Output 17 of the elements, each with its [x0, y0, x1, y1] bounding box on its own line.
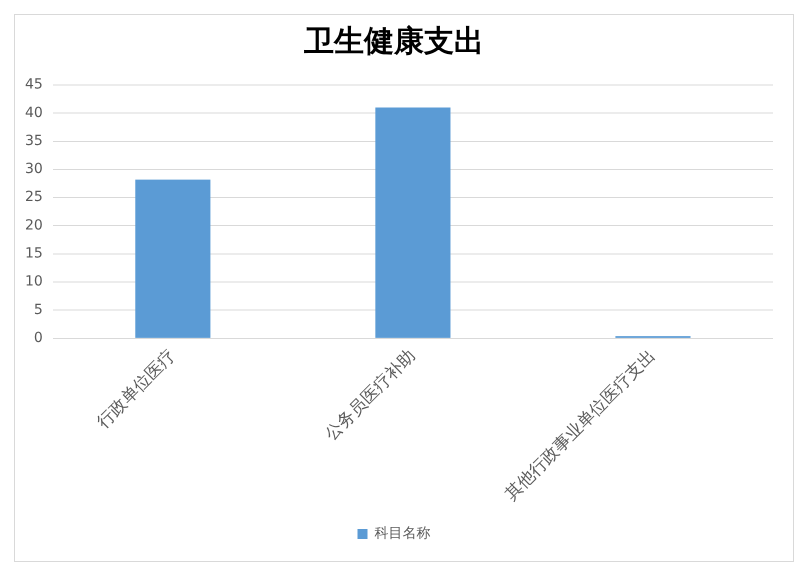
x-tick-label: 公务员医疗补助 — [321, 346, 420, 444]
y-tick-label: 40 — [24, 104, 43, 121]
x-tick-label: 行政单位医疗 — [93, 346, 180, 432]
y-tick-label: 5 — [34, 302, 43, 318]
y-tick-label: 25 — [24, 189, 43, 206]
y-tick-label: 20 — [24, 217, 43, 234]
chart-title: 卫生健康支出 — [303, 24, 484, 58]
y-tick-label: 30 — [24, 161, 43, 178]
y-tick-label: 15 — [24, 246, 43, 262]
y-tick-label: 0 — [34, 330, 43, 346]
bar — [135, 180, 210, 338]
x-tick-label: 其他行政事业单位医疗支出 — [501, 346, 660, 504]
legend-label: 科目名称 — [374, 526, 430, 542]
y-tick-label: 35 — [24, 132, 43, 149]
y-tick-label: 10 — [24, 274, 43, 290]
bar — [375, 108, 450, 338]
y-tick-label: 45 — [24, 76, 43, 93]
